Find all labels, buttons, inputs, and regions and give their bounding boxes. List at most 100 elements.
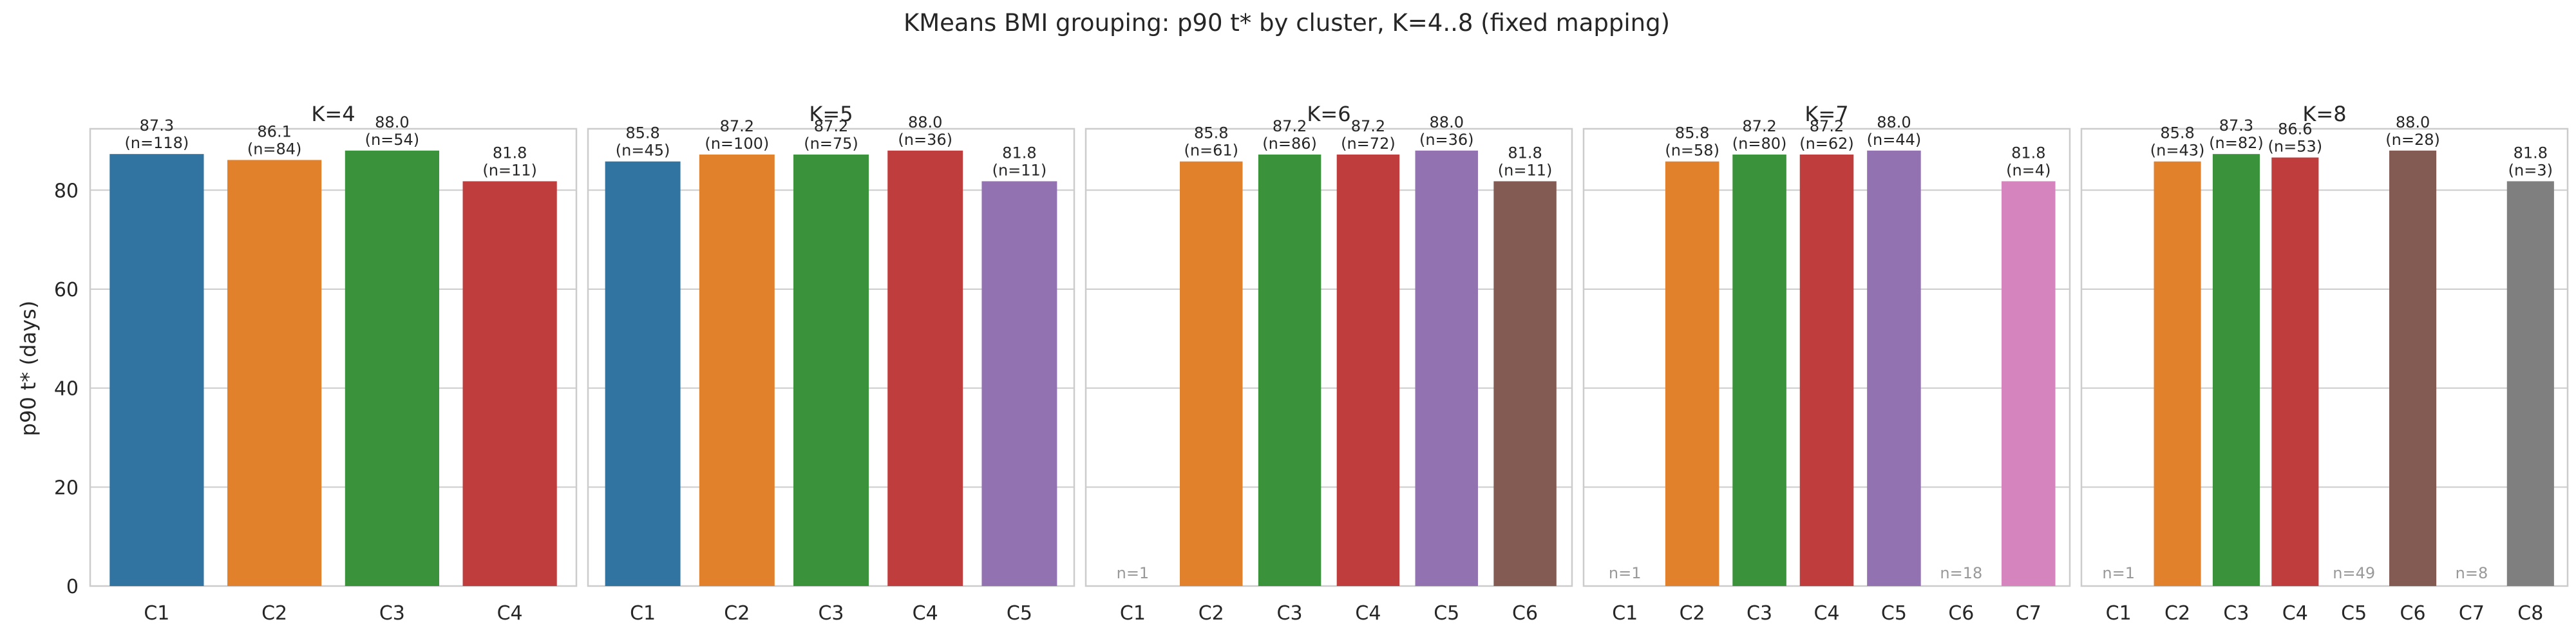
empty-bar-n-label: n=1 — [2102, 564, 2135, 582]
bar-c2 — [699, 154, 775, 586]
bar-c4 — [2271, 157, 2319, 587]
x-tick-label: C3 — [1747, 602, 1772, 625]
bar-value-label: 81.8 — [2011, 144, 2045, 162]
x-tick-label: C7 — [2016, 602, 2041, 625]
x-tick-label: C2 — [2164, 602, 2190, 625]
bar-c5 — [1867, 150, 1921, 587]
bar-n-label: (n=62) — [1799, 135, 1854, 153]
empty-bar-n-label: n=49 — [2333, 564, 2375, 582]
x-tick-label: C1 — [1612, 602, 1638, 625]
bar-n-label: (n=100) — [705, 135, 769, 153]
bar-value-label: 86.1 — [257, 122, 291, 140]
x-tick-label: C3 — [818, 602, 844, 625]
x-tick-label: C5 — [1434, 602, 1459, 625]
empty-bar-n-label: n=1 — [1117, 564, 1150, 582]
bar-value-label: 88.0 — [375, 113, 409, 131]
bar-n-label: (n=54) — [365, 131, 420, 149]
x-tick-label: C3 — [1277, 602, 1303, 625]
x-tick-label: C5 — [1881, 602, 1907, 625]
bar-value-label: 86.6 — [2278, 120, 2312, 138]
bar-c4 — [1799, 154, 1854, 586]
y-tick-label: 80 — [54, 180, 79, 202]
bar-c2 — [227, 160, 322, 587]
bar-n-label: (n=53) — [2268, 138, 2323, 156]
bar-n-label: (n=11) — [1498, 161, 1553, 179]
x-tick-label: C3 — [2223, 602, 2249, 625]
x-tick-label: C5 — [1007, 602, 1032, 625]
bar-c2 — [1180, 161, 1243, 586]
bar-value-label: 87.2 — [1351, 117, 1385, 135]
bar-value-label: 81.8 — [1002, 144, 1036, 162]
empty-bar-n-label: n=8 — [2456, 564, 2488, 582]
bar-c5 — [1415, 150, 1478, 587]
bar-value-label: 81.8 — [2514, 144, 2548, 162]
bar-value-label: 87.2 — [1810, 117, 1844, 135]
bar-c3 — [1732, 154, 1786, 586]
bar-value-label: 88.0 — [2396, 113, 2430, 131]
bar-value-label: 88.0 — [908, 113, 942, 131]
bar-n-label: (n=44) — [1867, 131, 1922, 149]
bar-value-label: 85.8 — [1675, 124, 1709, 142]
panel-k5: K=5C185.8(n=45)C287.2(n=100)C387.2(n=75)… — [587, 102, 1075, 625]
bar-c3 — [793, 154, 869, 586]
x-tick-label: C1 — [2106, 602, 2132, 625]
bar-c8 — [2506, 181, 2554, 587]
bar-value-label: 87.2 — [720, 117, 754, 135]
bar-c6 — [2389, 150, 2437, 587]
y-axis-label: p90 t* (days) — [16, 301, 41, 436]
x-tick-label: C4 — [2282, 602, 2308, 625]
bar-value-label: 87.3 — [2219, 117, 2253, 135]
x-tick-label: C1 — [144, 602, 169, 625]
panel-k4: K=4 0 20 40 60 80 C1 87.3(n=118) C2 86.1(n=84) C3 8… — [54, 102, 578, 625]
bar-n-label: (n=118) — [124, 134, 189, 152]
y-tick-label: 60 — [54, 279, 79, 301]
bar-n-label: (n=75) — [804, 135, 858, 153]
y-tick-label: 20 — [54, 477, 79, 499]
bar-n-label: (n=43) — [2150, 142, 2205, 160]
bar-c4 — [1336, 154, 1400, 586]
plot-frame — [1084, 128, 1573, 587]
bar-n-label: (n=4) — [2006, 161, 2050, 179]
bar-n-label: (n=84) — [247, 140, 302, 158]
panels: K=4020406080C187.3(n=118)C286.1(n=84)C38… — [54, 102, 2569, 625]
panel-title: K=7 — [1804, 102, 1848, 126]
bar-value-label: 87.2 — [814, 117, 848, 135]
panel-k8: K=8C1n=1C285.8(n=43)C387.3(n=82)C486.6(n… — [2080, 102, 2569, 625]
x-tick-label: C4 — [1814, 602, 1839, 625]
bar-n-label: (n=36) — [898, 131, 952, 149]
x-tick-label: C3 — [379, 602, 405, 625]
bar-n-label: (n=72) — [1341, 135, 1396, 153]
panel-k7: K=7C1n=1C285.8(n=58)C387.2(n=80)C487.2(n… — [1582, 102, 2071, 625]
bar-n-label: (n=80) — [1732, 135, 1787, 153]
bar-c6 — [1493, 181, 1557, 587]
bar-n-label: (n=36) — [1419, 131, 1474, 149]
x-tick-label: C4 — [497, 602, 523, 625]
bar-n-label: (n=11) — [482, 161, 537, 179]
plot-frame — [2080, 128, 2569, 587]
x-tick-label: C4 — [1355, 602, 1381, 625]
bar-value-label: 87.2 — [1273, 117, 1307, 135]
bar-n-label: (n=45) — [616, 142, 670, 160]
panel-k6: K=6C1n=1C285.8(n=61)C387.2(n=86)C487.2(n… — [1084, 102, 1573, 625]
bar-value-label: 85.8 — [2160, 124, 2194, 142]
x-tick-label: C7 — [2459, 602, 2485, 625]
bar-c4 — [462, 181, 557, 587]
x-tick-label: C2 — [724, 602, 750, 625]
bar-c5 — [981, 181, 1057, 587]
bar-n-label: (n=86) — [1262, 135, 1317, 153]
x-tick-label: C6 — [1512, 602, 1538, 625]
bar-c7 — [2002, 181, 2056, 587]
bar-value-label: 88.0 — [1430, 113, 1464, 131]
bar-c3 — [1258, 154, 1321, 586]
bar-n-label: (n=82) — [2209, 134, 2264, 152]
bar-value-label: 87.3 — [140, 117, 174, 135]
bar-c1 — [109, 154, 204, 587]
figure-title: KMeans BMI grouping: p90 t* by cluster, … — [904, 9, 1670, 37]
bar-value-label: 81.8 — [1508, 144, 1542, 162]
panel-title: K=6 — [1307, 102, 1350, 126]
bar-n-label: (n=58) — [1665, 142, 1719, 160]
x-tick-label: C5 — [2341, 602, 2367, 625]
x-tick-label: C2 — [261, 602, 287, 625]
x-tick-label: C6 — [2400, 602, 2426, 625]
y-tick-label: 40 — [54, 378, 79, 401]
